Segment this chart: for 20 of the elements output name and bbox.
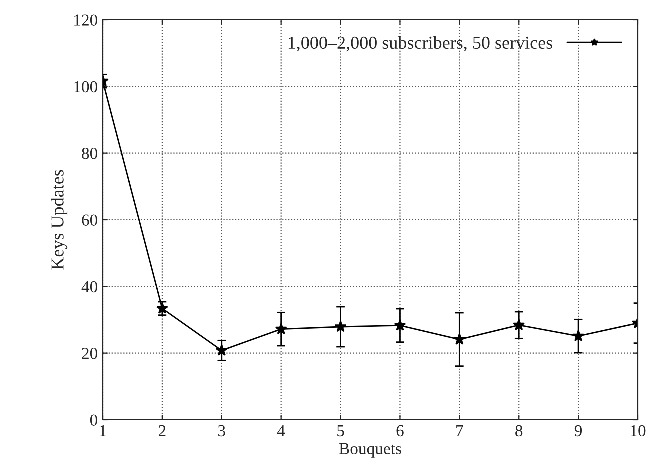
x-tick-label: 5 bbox=[338, 426, 344, 437]
y-tick-label: 0 bbox=[90, 414, 98, 426]
x-tick-label: 2 bbox=[159, 425, 166, 436]
x-axis-title: Bouquets bbox=[339, 443, 402, 458]
y-tick-label: 60 bbox=[82, 214, 98, 226]
x-tick-label: 1 bbox=[100, 425, 106, 436]
x-tick-label: 3 bbox=[218, 425, 226, 437]
y-tick-label: 40 bbox=[82, 281, 98, 293]
y-tick-label: 120 bbox=[74, 14, 98, 26]
x-tick-label: 10 bbox=[631, 425, 646, 437]
y-axis-title: Keys Updates bbox=[51, 170, 68, 270]
x-tick-label: 6 bbox=[396, 425, 404, 437]
x-tick-label: 4 bbox=[277, 425, 286, 436]
legend-label: 1,000–2,000 subscribers, 50 services bbox=[288, 36, 552, 52]
x-tick-label: 9 bbox=[574, 425, 582, 437]
y-tick-label: 20 bbox=[82, 348, 98, 360]
x-tick-label: 7 bbox=[456, 426, 464, 436]
y-tick-label: 80 bbox=[82, 148, 98, 160]
x-tick-label: 8 bbox=[516, 425, 523, 437]
y-tick-label: 100 bbox=[74, 81, 98, 93]
